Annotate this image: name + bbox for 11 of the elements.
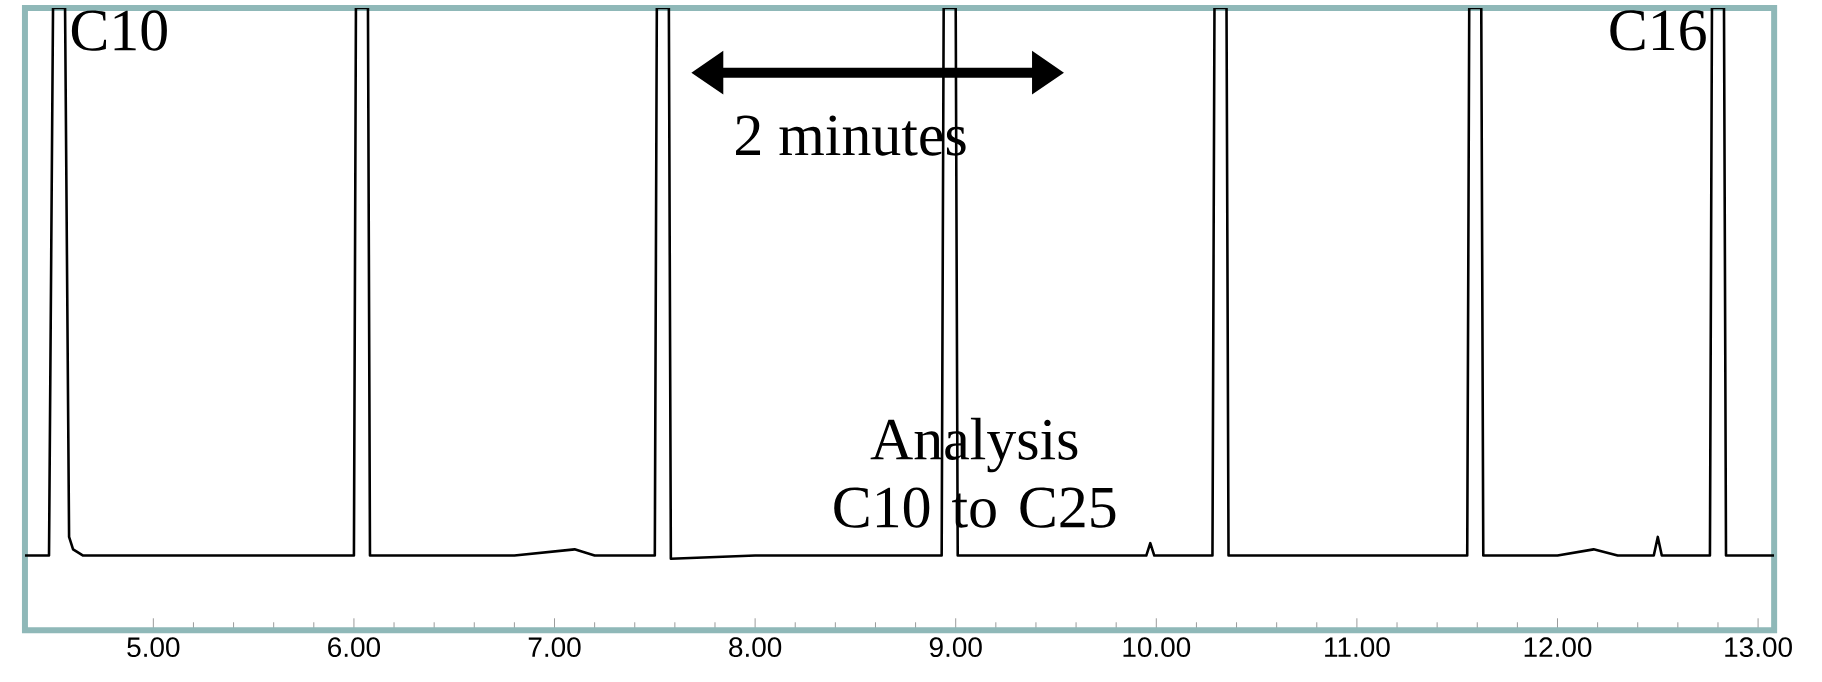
x-tick-label: 13.00 bbox=[1725, 637, 1792, 658]
annotation: C16 bbox=[1610, 10, 1706, 51]
x-tick-label: 11.00 bbox=[1325, 637, 1390, 658]
x-tick-label: 10.00 bbox=[1123, 637, 1191, 658]
x-tick-label: 8.00 bbox=[729, 637, 782, 658]
x-tick-label: 7.00 bbox=[528, 637, 581, 658]
x-tick-label: 9.00 bbox=[929, 637, 982, 658]
x-tick-label: 12.00 bbox=[1524, 637, 1592, 658]
x-tick-label: 6.00 bbox=[328, 637, 381, 658]
x-tick-label: 5.00 bbox=[127, 637, 180, 658]
annotation: C10 bbox=[71, 10, 167, 51]
